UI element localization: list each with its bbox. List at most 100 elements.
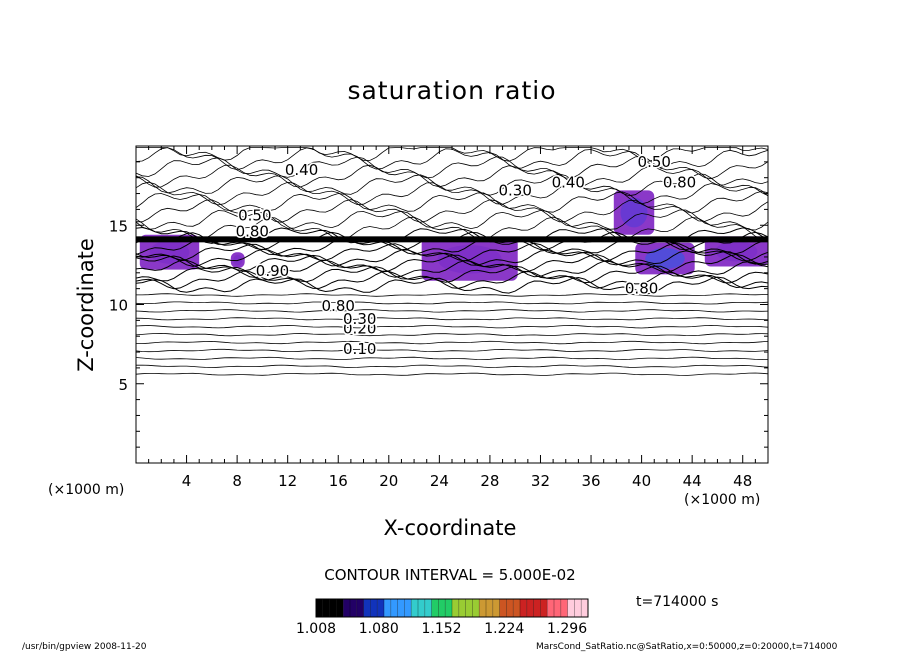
y-tick-label: 15 <box>109 217 128 235</box>
colorbar-cell <box>384 599 391 617</box>
x-tick-label: 12 <box>278 472 297 490</box>
colorbar-frame <box>315 598 589 618</box>
contour-line <box>135 190 769 214</box>
colorbar-cell <box>458 599 466 617</box>
contour-line <box>135 173 769 197</box>
contour-line <box>135 242 769 262</box>
colorbar-cell <box>404 599 412 617</box>
contour-line <box>135 181 769 206</box>
contour-line <box>135 276 769 295</box>
colorbar-tick-label: 1.296 <box>547 621 588 637</box>
colorbar-cell <box>520 599 527 617</box>
colorbar-cell <box>472 599 480 617</box>
colorbar-cell <box>506 599 514 617</box>
x-tick-label: 36 <box>581 472 600 490</box>
x-tick-label: 40 <box>632 472 651 490</box>
contour-line <box>135 332 769 337</box>
contour-label: 0.40 <box>285 161 318 179</box>
x-tick-label: 4 <box>182 472 192 490</box>
contour-label: 0.90 <box>256 262 289 280</box>
contour-line <box>135 324 769 329</box>
contour-line <box>136 340 769 345</box>
contour-label: 0.40 <box>552 173 585 191</box>
colorbar-tick-label: 1.152 <box>421 621 462 637</box>
y-axis-title: Z-coordinate <box>74 238 98 372</box>
contour-line <box>135 164 769 188</box>
x-tick-label: 44 <box>683 472 702 490</box>
chart-title: saturation ratio <box>347 76 557 105</box>
colorbar-cell <box>322 599 330 617</box>
colorbar-cell <box>499 599 507 617</box>
colorbar-cell <box>486 599 493 617</box>
dense-contour-band <box>136 236 768 243</box>
colorbar-cell <box>418 599 425 617</box>
colorbar-cell <box>377 599 384 617</box>
x-tick-label: 32 <box>531 472 550 490</box>
colorbar-cell <box>574 599 582 617</box>
colorbar-cell <box>479 599 486 617</box>
x-unit-right: (×1000 m) <box>684 492 761 508</box>
contour-line <box>135 356 769 361</box>
contour-line <box>135 155 769 180</box>
colorbar-cell <box>492 599 500 617</box>
footer-right: MarsCond_SatRatio.nc@SatRatio,x=0:50000,… <box>536 642 838 652</box>
contour-label: 0.80 <box>663 173 696 191</box>
colorbar-cell <box>363 599 371 617</box>
colorbar-tick-label: 1.008 <box>295 621 337 637</box>
colorbar-cell <box>370 599 378 617</box>
plot-frame <box>135 145 769 464</box>
colorbar-tick-label: 1.224 <box>484 621 525 637</box>
colorbar-cell <box>424 599 432 617</box>
contour-interval-label: CONTOUR INTERVAL = 5.000E-02 <box>324 566 576 584</box>
colorbar-cell <box>513 599 520 617</box>
x-tick-label: 28 <box>480 472 499 490</box>
contour-label: 0.80 <box>322 297 355 315</box>
contour-label: 0.50 <box>638 153 671 171</box>
colorbar-cell <box>336 599 344 617</box>
colorbar-cell <box>445 599 452 617</box>
colorbar-cell <box>567 599 575 617</box>
x-tick-label: 20 <box>379 472 398 490</box>
colorbar-cell <box>397 599 405 617</box>
x-tick-label: 24 <box>430 472 449 490</box>
contour-line <box>135 248 769 267</box>
x-unit-left: (×1000 m) <box>48 482 125 498</box>
colorbar-cell <box>431 599 439 617</box>
contour-line <box>135 309 769 313</box>
colorbar-cell <box>465 599 473 617</box>
contour-label: 0.10 <box>343 340 376 358</box>
x-axis-title: X-coordinate <box>383 516 517 540</box>
contour-line <box>135 216 769 241</box>
colorbar-cell <box>581 599 588 617</box>
contour-line <box>135 348 769 353</box>
y-tick-label: 10 <box>109 297 128 315</box>
contour-line <box>135 147 769 171</box>
x-tick-label: 48 <box>733 472 752 490</box>
contour-line <box>135 199 769 223</box>
contour-line <box>136 293 769 297</box>
contour-line <box>135 364 769 369</box>
contour-label: 0.30 <box>498 181 531 199</box>
colorbar-cell <box>533 599 541 617</box>
contour-line <box>135 301 769 305</box>
supersaturated-core <box>645 247 685 270</box>
colorbar-cell <box>540 599 548 617</box>
contour-line <box>135 372 769 376</box>
contour-label: 0.50 <box>238 207 271 225</box>
time-label: t=714000 s <box>636 594 719 610</box>
footer-left: /usr/bin/gpview 2008-11-20 <box>22 642 147 652</box>
colorbar-cell <box>329 599 337 617</box>
contour-line <box>135 209 769 231</box>
colorbar-cell <box>452 599 459 617</box>
supersaturated-core <box>620 197 648 228</box>
y-tick-label: 5 <box>118 376 128 394</box>
colorbar-cell <box>411 599 418 617</box>
contour-label: 0.30 <box>343 310 376 328</box>
contour-line <box>135 259 769 279</box>
colorbar-cell <box>356 599 364 617</box>
colorbar-cell <box>526 599 534 617</box>
colorbar-tick-label: 1.080 <box>358 621 399 637</box>
colorbar-cell <box>390 599 398 617</box>
contour-line <box>135 317 769 321</box>
